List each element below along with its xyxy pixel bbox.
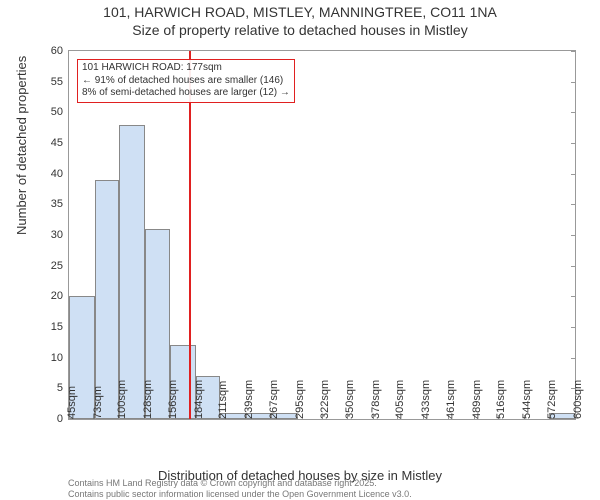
y-tick-label: 45	[51, 137, 69, 149]
y-tick-label: 35	[51, 198, 69, 210]
x-tick-label: 156sqm	[161, 380, 179, 419]
y-tick-label: 60	[51, 45, 69, 57]
plot-inner	[69, 51, 575, 419]
annotation-header: 101 HARWICH ROAD: 177sqm	[82, 62, 290, 75]
title-line2: Size of property relative to detached ho…	[0, 22, 600, 40]
y-tick-mark	[571, 235, 576, 236]
x-tick-label: 128sqm	[136, 380, 154, 419]
y-tick-mark	[571, 143, 576, 144]
y-tick-label: 30	[51, 229, 69, 241]
y-tick-mark	[571, 174, 576, 175]
annotation-box: 101 HARWICH ROAD: 177sqm ← 91% of detach…	[77, 59, 295, 103]
annotation-line-1: ← 91% of detached houses are smaller (14…	[82, 75, 290, 88]
y-tick-mark	[571, 266, 576, 267]
x-tick-label: 45sqm	[60, 386, 78, 419]
y-tick-mark	[571, 82, 576, 83]
y-tick-mark	[571, 204, 576, 205]
attribution: Contains HM Land Registry data © Crown c…	[68, 478, 412, 500]
x-tick-label: 350sqm	[338, 380, 356, 419]
y-tick-mark	[571, 327, 576, 328]
y-tick-mark	[571, 51, 576, 52]
y-tick-label: 40	[51, 168, 69, 180]
reference-line	[189, 51, 191, 419]
histogram-plot: 101 HARWICH ROAD: 177sqm ← 91% of detach…	[68, 50, 576, 420]
x-tick-label: 433sqm	[414, 380, 432, 419]
x-tick-label: 295sqm	[288, 380, 306, 419]
y-tick-mark	[571, 112, 576, 113]
x-tick-label: 544sqm	[515, 380, 533, 419]
title-block: 101, HARWICH ROAD, MISTLEY, MANNINGTREE,…	[0, 0, 600, 39]
x-tick-label: 516sqm	[489, 380, 507, 419]
y-axis-label: Number of detached properties	[14, 56, 29, 235]
y-tick-label: 50	[51, 106, 69, 118]
x-tick-label: 73sqm	[86, 386, 104, 419]
y-tick-mark	[571, 296, 576, 297]
x-tick-label: 600sqm	[566, 380, 584, 419]
x-tick-label: 322sqm	[313, 380, 331, 419]
x-tick-label: 239sqm	[237, 380, 255, 419]
annotation-line-2: 8% of semi-detached houses are larger (1…	[82, 87, 290, 100]
y-tick-mark	[571, 358, 576, 359]
histogram-bar	[119, 125, 145, 419]
y-tick-label: 55	[51, 76, 69, 88]
x-tick-label: 378sqm	[364, 380, 382, 419]
y-tick-label: 20	[51, 290, 69, 302]
x-tick-label: 100sqm	[110, 380, 128, 419]
title-line1: 101, HARWICH ROAD, MISTLEY, MANNINGTREE,…	[0, 4, 600, 22]
attribution-line-2: Contains public sector information licen…	[68, 489, 412, 500]
x-tick-label: 461sqm	[439, 380, 457, 419]
attribution-line-1: Contains HM Land Registry data © Crown c…	[68, 478, 412, 489]
x-tick-label: 405sqm	[388, 380, 406, 419]
x-tick-label: 184sqm	[187, 380, 205, 419]
x-tick-label: 211sqm	[211, 381, 229, 419]
y-tick-label: 10	[51, 352, 69, 364]
y-tick-label: 25	[51, 260, 69, 272]
x-tick-label: 267sqm	[262, 380, 280, 419]
x-tick-label: 489sqm	[465, 380, 483, 419]
y-tick-label: 15	[51, 321, 69, 333]
x-tick-label: 572sqm	[540, 380, 558, 419]
